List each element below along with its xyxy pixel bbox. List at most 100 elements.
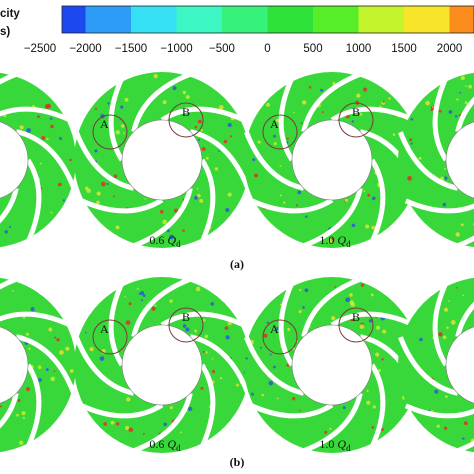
blade bbox=[25, 363, 42, 447]
colorbar-segment bbox=[222, 6, 268, 33]
vorticity-spot bbox=[328, 238, 333, 243]
vorticity-spot bbox=[368, 319, 373, 323]
blade bbox=[0, 392, 19, 429]
vorticity-spot bbox=[375, 325, 381, 330]
blade bbox=[15, 334, 76, 394]
vorticity-spot bbox=[430, 109, 433, 112]
vorticity-spot bbox=[273, 142, 277, 146]
vorticity-spot bbox=[69, 369, 74, 373]
vorticity-spot bbox=[266, 321, 269, 324]
hub bbox=[445, 121, 474, 199]
vorticity-spot bbox=[27, 386, 30, 389]
vorticity-spot bbox=[106, 182, 109, 186]
blade bbox=[0, 106, 70, 122]
vorticity-spot bbox=[124, 295, 127, 298]
vorticity-spot bbox=[359, 113, 363, 116]
vorticity-spot bbox=[443, 307, 449, 312]
vorticity-spot bbox=[28, 347, 31, 350]
blade bbox=[457, 235, 474, 248]
vorticity-spot bbox=[418, 156, 422, 160]
blade bbox=[432, 78, 449, 162]
vorticity-spot bbox=[162, 219, 168, 225]
vorticity-spot bbox=[351, 223, 356, 228]
vorticity-spot bbox=[142, 432, 145, 435]
vorticity-spot bbox=[21, 411, 26, 416]
vorticity-spot bbox=[410, 118, 414, 121]
vorticity-spot bbox=[128, 427, 134, 433]
vorticity-spot bbox=[163, 422, 167, 427]
vorticity-spot bbox=[172, 86, 177, 91]
region-circle bbox=[92, 319, 128, 355]
vorticity-spot bbox=[448, 300, 450, 302]
vorticity-spot bbox=[182, 229, 185, 232]
blade bbox=[80, 402, 164, 419]
vorticity-spot bbox=[380, 428, 384, 432]
vorticity-spot bbox=[438, 109, 442, 113]
vorticity-spot bbox=[201, 146, 206, 151]
vorticity-spot bbox=[99, 356, 105, 361]
panel-label: (a) bbox=[230, 257, 244, 271]
vorticity-spot bbox=[37, 365, 42, 370]
vorticity-spot bbox=[377, 368, 381, 373]
vorticity-spot bbox=[125, 320, 131, 325]
vorticity-spot bbox=[286, 137, 289, 140]
vorticity-spot bbox=[169, 234, 175, 240]
blade bbox=[398, 131, 459, 191]
impeller bbox=[244, 277, 420, 453]
vorticity-spot bbox=[299, 288, 302, 292]
vorticity-spot bbox=[53, 370, 56, 372]
vorticity-spot bbox=[366, 389, 369, 392]
vorticity-spot bbox=[120, 105, 124, 109]
vorticity-spot bbox=[17, 399, 21, 402]
vorticity-spot bbox=[245, 357, 248, 360]
hub bbox=[291, 324, 373, 406]
impeller bbox=[398, 277, 474, 453]
vorticity-spot bbox=[202, 319, 206, 322]
impeller bbox=[0, 277, 76, 453]
vorticity-spot bbox=[359, 324, 365, 329]
vorticity-spot bbox=[388, 97, 391, 100]
blade bbox=[301, 277, 361, 338]
vorticity-spot bbox=[450, 320, 456, 325]
blade bbox=[244, 131, 305, 191]
region-circle bbox=[168, 307, 204, 343]
vorticity-spot bbox=[446, 326, 449, 329]
colorbar-tick-label: 2000 bbox=[437, 43, 463, 55]
vorticity-spot bbox=[279, 303, 282, 306]
vorticity-spot bbox=[225, 207, 230, 213]
blade bbox=[303, 187, 363, 248]
impeller bbox=[74, 72, 250, 248]
vorticity-spot bbox=[444, 176, 448, 180]
vorticity-spot bbox=[324, 430, 328, 434]
vorticity-spot bbox=[125, 426, 130, 431]
vorticity-spot bbox=[460, 223, 464, 227]
blade bbox=[432, 283, 449, 367]
vorticity-spot bbox=[196, 187, 199, 190]
blade bbox=[244, 336, 305, 396]
impeller bbox=[0, 72, 76, 248]
vorticity-spot bbox=[462, 437, 465, 440]
marker-label: B bbox=[352, 310, 360, 324]
vorticity-spot bbox=[11, 290, 14, 292]
vorticity-spot bbox=[300, 122, 303, 125]
vorticity-spot bbox=[257, 140, 261, 144]
vorticity-spot bbox=[200, 129, 203, 132]
colorbar-tick-label: 1000 bbox=[346, 43, 372, 55]
vorticity-spot bbox=[456, 98, 459, 101]
vorticity-spot bbox=[218, 150, 220, 152]
vorticity-spot bbox=[367, 193, 371, 197]
vorticity-spot bbox=[115, 130, 121, 135]
vorticity-spot bbox=[62, 199, 65, 202]
vorticity-spot bbox=[139, 291, 145, 296]
colorbar-tick-label: −2500 bbox=[24, 43, 56, 55]
vorticity-spot bbox=[454, 115, 458, 118]
blade bbox=[74, 336, 135, 396]
colorbar-tick-label: −1500 bbox=[115, 43, 147, 55]
vorticity-spot bbox=[283, 201, 286, 204]
vorticity-spot bbox=[100, 181, 106, 187]
vorticity-spot bbox=[94, 149, 98, 153]
vorticity-spot bbox=[37, 115, 40, 118]
vorticity-spot bbox=[419, 337, 423, 342]
vorticity-spot bbox=[351, 120, 355, 123]
